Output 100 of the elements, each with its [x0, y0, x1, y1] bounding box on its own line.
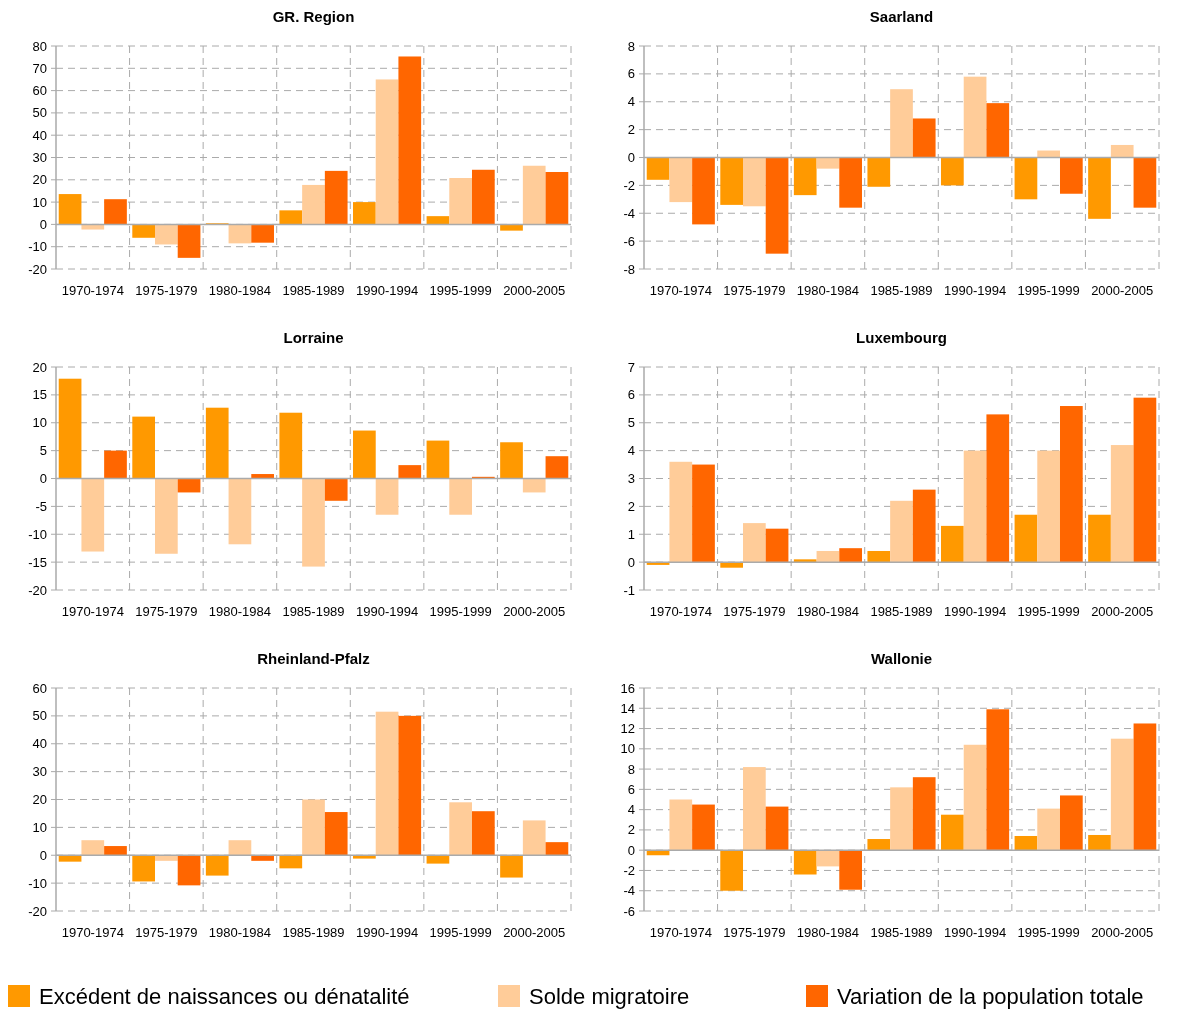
- y-tick-label: 20: [32, 172, 47, 188]
- y-tick-label: 0: [627, 842, 635, 858]
- x-tick-label: 1995-1999: [429, 283, 492, 298]
- y-tick-label: 6: [627, 66, 635, 82]
- x-tick-label: 1980-1984: [796, 283, 860, 298]
- x-tick-label: 2000-2005: [503, 925, 566, 940]
- y-tick-label: 0: [39, 847, 47, 863]
- x-tick-label: 1995-1999: [1017, 925, 1080, 940]
- y-tick-label: -20: [28, 582, 47, 598]
- legend-label: Solde migratoire: [529, 983, 690, 1009]
- y-tick-label: 2: [627, 122, 635, 138]
- y-tick-label: 80: [32, 38, 47, 54]
- x-tick-label: 1970-1974: [649, 925, 712, 940]
- x-tick-label: 2000-2005: [503, 604, 566, 619]
- x-tick-label: 1985-1989: [870, 925, 933, 940]
- y-tick-label: 15: [32, 387, 47, 403]
- x-tick-label: 1970-1974: [61, 925, 124, 940]
- y-tick-label: -4: [623, 883, 635, 899]
- y-tick-label: 4: [627, 802, 635, 818]
- y-tick-label: 5: [39, 443, 47, 459]
- y-tick-label: 70: [32, 60, 47, 76]
- y-tick-label: 6: [627, 387, 635, 403]
- y-tick-label: 10: [32, 819, 47, 835]
- x-tick-label: 1985-1989: [870, 604, 933, 619]
- y-tick-label: 16: [620, 680, 635, 696]
- x-tick-label: 1975-1979: [135, 925, 198, 940]
- x-tick-label: 1970-1974: [649, 604, 712, 619]
- y-tick-label: 0: [627, 554, 635, 570]
- x-tick-label: 2000-2005: [1091, 283, 1154, 298]
- y-tick-label: 5: [627, 415, 635, 431]
- y-tick-label: 0: [39, 471, 47, 487]
- x-tick-label: 1980-1984: [208, 925, 272, 940]
- x-tick-label: 1985-1989: [282, 604, 345, 619]
- y-tick-label: 50: [32, 708, 47, 724]
- y-tick-label: 30: [32, 764, 47, 780]
- chart-title: Lorraine: [283, 329, 344, 346]
- y-tick-label: -10: [28, 875, 47, 891]
- x-tick-label: 1980-1984: [208, 283, 272, 298]
- y-tick-label: 2: [627, 822, 635, 838]
- y-tick-label: -5: [35, 498, 47, 514]
- x-tick-label: 1990-1994: [355, 925, 419, 940]
- x-tick-label: 1995-1999: [429, 604, 492, 619]
- y-tick-label: 20: [32, 359, 47, 375]
- y-tick-label: 40: [32, 127, 47, 143]
- chart-title: GR. Region: [272, 8, 355, 25]
- y-tick-label: 60: [32, 83, 47, 99]
- chart-title: Rheinland-Pfalz: [257, 650, 370, 667]
- y-tick-label: 1: [627, 526, 635, 542]
- x-tick-label: 2000-2005: [503, 283, 566, 298]
- x-tick-label: 1990-1994: [355, 604, 419, 619]
- x-tick-label: 1970-1974: [61, 283, 124, 298]
- x-tick-label: 1975-1979: [723, 925, 786, 940]
- x-tick-label: 1975-1979: [135, 283, 198, 298]
- chart-title: Wallonie: [870, 650, 933, 667]
- y-tick-label: 20: [32, 792, 47, 808]
- y-tick-label: 50: [32, 105, 47, 121]
- x-tick-label: 1990-1994: [943, 283, 1007, 298]
- y-tick-label: -4: [623, 205, 635, 221]
- y-tick-label: -20: [28, 903, 47, 919]
- x-tick-label: 1980-1984: [208, 604, 272, 619]
- y-tick-label: 6: [627, 781, 635, 797]
- legend-label: Excédent de naissances ou dénatalité: [39, 983, 410, 1009]
- x-tick-label: 1980-1984: [796, 925, 860, 940]
- y-tick-label: 10: [620, 741, 635, 757]
- x-tick-label: 1995-1999: [1017, 283, 1080, 298]
- chart-title: Saarland: [869, 8, 934, 25]
- x-tick-label: 1985-1989: [282, 283, 345, 298]
- x-tick-label: 1980-1984: [796, 604, 860, 619]
- y-tick-label: 10: [32, 415, 47, 431]
- y-tick-label: 4: [627, 94, 635, 110]
- y-tick-label: 3: [627, 471, 635, 487]
- y-tick-label: 0: [627, 150, 635, 166]
- x-tick-label: 1985-1989: [282, 925, 345, 940]
- x-tick-label: 1970-1974: [61, 604, 124, 619]
- y-tick-label: 14: [620, 700, 635, 716]
- x-tick-label: 1995-1999: [1017, 604, 1080, 619]
- x-tick-label: 1970-1974: [649, 283, 712, 298]
- y-tick-label: -6: [623, 233, 635, 249]
- x-tick-label: 2000-2005: [1091, 604, 1154, 619]
- x-tick-label: 1990-1994: [943, 604, 1007, 619]
- y-tick-label: 8: [627, 38, 635, 54]
- y-tick-label: 8: [627, 761, 635, 777]
- y-tick-label: -15: [28, 554, 47, 570]
- y-tick-label: -1: [623, 582, 635, 598]
- x-tick-label: 1985-1989: [870, 283, 933, 298]
- y-tick-label: 10: [32, 194, 47, 210]
- y-tick-label: 4: [627, 443, 635, 459]
- y-tick-label: -20: [28, 261, 47, 277]
- y-tick-label: -10: [28, 239, 47, 255]
- x-tick-label: 1975-1979: [723, 283, 786, 298]
- y-tick-label: -2: [623, 863, 635, 878]
- y-tick-label: -2: [623, 177, 635, 193]
- y-tick-label: 40: [32, 736, 47, 752]
- y-tick-label: 60: [32, 680, 47, 696]
- y-tick-label: 30: [32, 150, 47, 166]
- legend-label: Variation de la population totale: [837, 983, 1144, 1009]
- x-tick-label: 1975-1979: [723, 604, 786, 619]
- x-tick-label: 1990-1994: [943, 925, 1007, 940]
- y-tick-label: -10: [28, 526, 47, 542]
- y-tick-label: -6: [623, 903, 635, 919]
